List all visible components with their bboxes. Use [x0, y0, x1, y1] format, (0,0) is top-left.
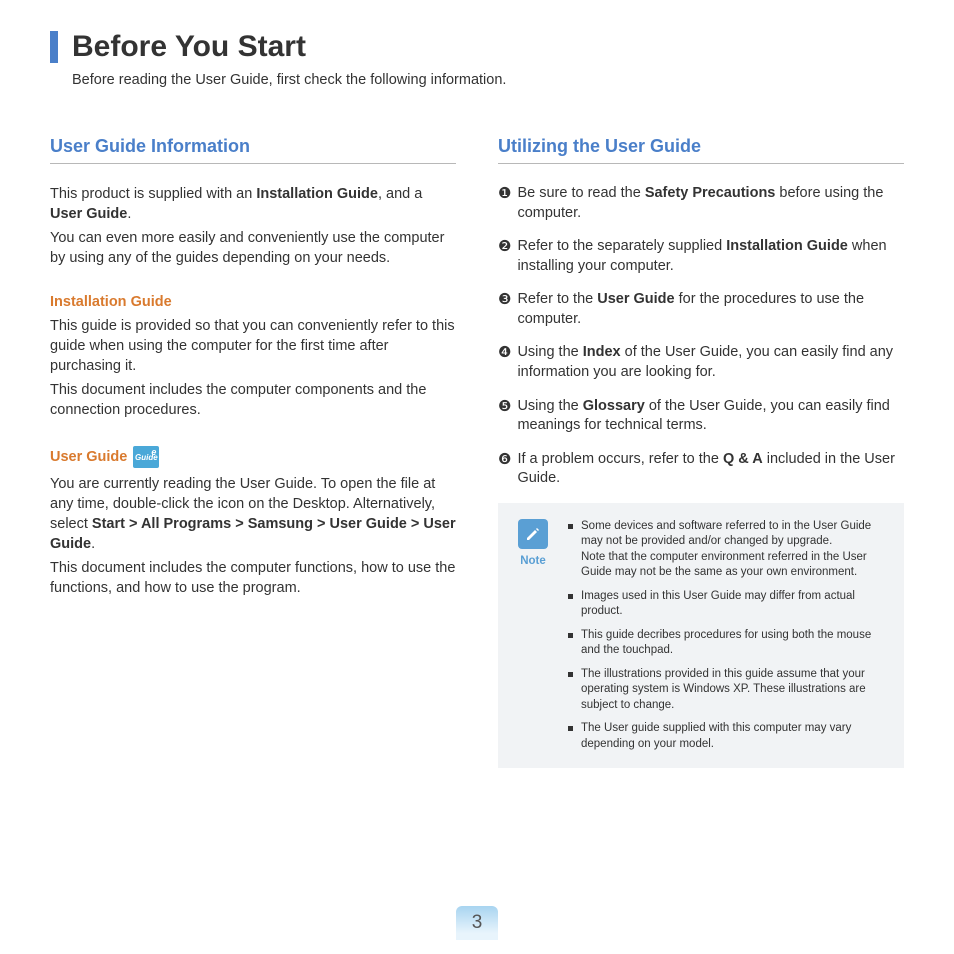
list-item: ❷ Refer to the separately supplied Instal…: [498, 237, 904, 276]
list-marker: ❺: [498, 397, 511, 417]
text: This product is supplied with an: [50, 186, 256, 202]
list-item: ❸ Refer to the User Guide for the procedu…: [498, 290, 904, 329]
list-text: Using the Index of the User Guide, you c…: [517, 343, 904, 382]
list-item: ❶ Be sure to read the Safety Precautions …: [498, 184, 904, 223]
bold-text: Installation Guide: [256, 186, 378, 202]
note-label: Note: [520, 555, 546, 567]
sub-heading-installation-guide: Installation Guide: [50, 294, 456, 310]
page-number: 3: [472, 912, 483, 934]
left-column: User Guide Information This product is s…: [50, 136, 456, 768]
section-heading-utilizing: Utilizing the User Guide: [498, 136, 904, 164]
text: .: [91, 536, 95, 552]
square-bullet-icon: [568, 672, 573, 677]
note-bullet-list: Some devices and software referred to in…: [568, 519, 890, 753]
note-left: Note: [512, 519, 554, 753]
note-item: Images used in this User Guide may diffe…: [568, 589, 890, 620]
page-subtitle: Before reading the User Guide, first che…: [72, 72, 904, 88]
numbered-list: ❶ Be sure to read the Safety Precautions …: [498, 184, 904, 489]
sub-heading-user-guide: User Guide: [50, 449, 127, 465]
pencil-note-icon: [518, 519, 548, 549]
square-bullet-icon: [568, 524, 573, 529]
note-text: The User guide supplied with this comput…: [581, 721, 890, 752]
note-text: This guide decribes procedures for using…: [581, 628, 890, 659]
text: , and a: [378, 186, 422, 202]
userguide-paragraph-2: This document includes the computer func…: [50, 558, 456, 598]
right-column: Utilizing the User Guide ❶ Be sure to rea…: [498, 136, 904, 768]
icon-label: Guide: [135, 453, 158, 462]
text: .: [127, 206, 131, 222]
note-item: The illustrations provided in this guide…: [568, 667, 890, 714]
list-marker: ❻: [498, 450, 511, 470]
list-marker: ❷: [498, 237, 511, 257]
bold-text: Start > All Programs > Samsung > User Gu…: [50, 516, 456, 552]
list-text: Using the Glossary of the User Guide, yo…: [517, 397, 904, 436]
title-row: Before You Start: [50, 30, 904, 64]
square-bullet-icon: [568, 633, 573, 638]
userguide-paragraph-1: You are currently reading the User Guide…: [50, 474, 456, 554]
note-text: Some devices and software referred to in…: [581, 519, 890, 581]
list-item: ❻ If a problem occurs, refer to the Q & A…: [498, 450, 904, 489]
note-item: The User guide supplied with this comput…: [568, 721, 890, 752]
list-text: Be sure to read the Safety Precautions b…: [517, 184, 904, 223]
user-guide-icon: Guide: [133, 446, 159, 468]
intro-paragraph-1: This product is supplied with an Install…: [50, 184, 456, 224]
list-item: ❺ Using the Glossary of the User Guide, y…: [498, 397, 904, 436]
install-paragraph-1: This guide is provided so that you can c…: [50, 316, 456, 376]
note-item: This guide decribes procedures for using…: [568, 628, 890, 659]
list-marker: ❶: [498, 184, 511, 204]
list-item: ❹ Using the Index of the User Guide, you …: [498, 343, 904, 382]
page-number-badge: 3: [456, 906, 498, 940]
list-text: Refer to the separately supplied Install…: [517, 237, 904, 276]
intro-paragraph-2: You can even more easily and convenientl…: [50, 228, 456, 268]
section-heading-user-guide-info: User Guide Information: [50, 136, 456, 164]
note-box: Note Some devices and software referred …: [498, 503, 904, 769]
list-text: If a problem occurs, refer to the Q & A …: [517, 450, 904, 489]
user-guide-heading-row: User Guide Guide: [50, 446, 456, 468]
note-item: Some devices and software referred to in…: [568, 519, 890, 581]
bold-text: User Guide: [50, 206, 127, 222]
page-title: Before You Start: [72, 30, 306, 64]
square-bullet-icon: [568, 726, 573, 731]
square-bullet-icon: [568, 594, 573, 599]
list-marker: ❸: [498, 290, 511, 310]
install-paragraph-2: This document includes the computer comp…: [50, 380, 456, 420]
note-text: Images used in this User Guide may diffe…: [581, 589, 890, 620]
title-accent-bar: [50, 31, 58, 63]
list-text: Refer to the User Guide for the procedur…: [517, 290, 904, 329]
list-marker: ❹: [498, 343, 511, 363]
note-text: The illustrations provided in this guide…: [581, 667, 890, 714]
